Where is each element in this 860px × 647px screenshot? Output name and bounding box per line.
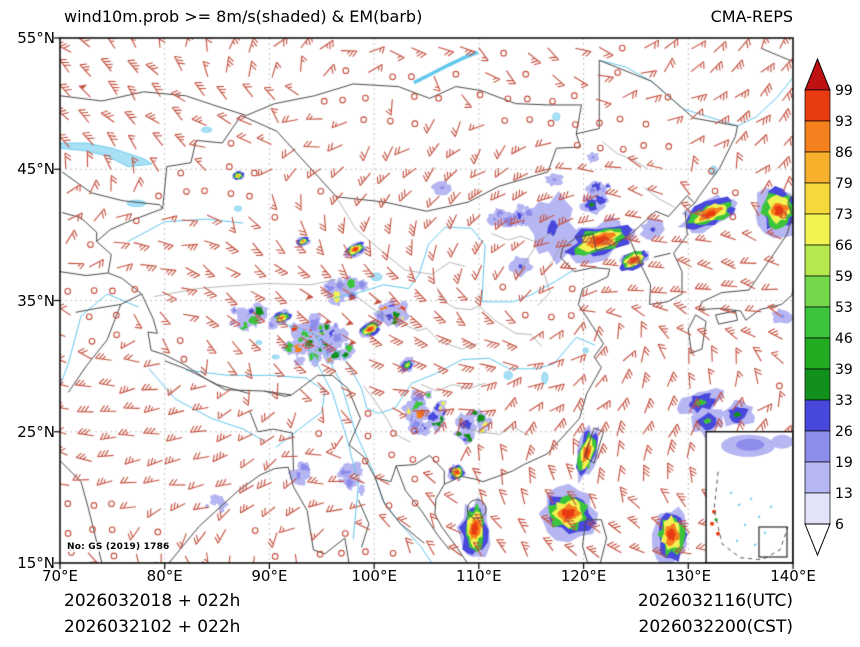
y-tick-label: 15°N bbox=[17, 554, 55, 572]
colorbar-tick-label: 13 bbox=[835, 486, 853, 502]
colorbar-tick-label: 53 bbox=[835, 300, 853, 316]
x-tick-label: 140°E bbox=[770, 567, 816, 585]
colorbar-band bbox=[804, 492, 831, 525]
x-tick-label: 120°E bbox=[560, 567, 607, 585]
colorbar-band bbox=[804, 120, 831, 153]
x-tick-label: 70°E bbox=[41, 567, 79, 585]
colorbar-tick-label: 73 bbox=[835, 207, 853, 223]
colorbar-tick-label: 39 bbox=[835, 362, 853, 378]
colorbar-tick-label: 33 bbox=[835, 393, 853, 409]
colorbar-under-arrow bbox=[804, 523, 831, 557]
y-tick-label: 45°N bbox=[17, 160, 55, 179]
colorbar-tick-label: 59 bbox=[835, 269, 853, 285]
map-canvas bbox=[50, 28, 803, 573]
colorbar-tick-label: 99 bbox=[835, 83, 853, 99]
footer-init-times: 2026032018 + 022h 2026032102 + 022h bbox=[64, 588, 240, 640]
x-tick-label: 130°E bbox=[665, 567, 712, 585]
footer-line-init-cst: 2026032102 + 022h bbox=[64, 617, 241, 637]
colorbar-over-arrow bbox=[804, 57, 831, 91]
model-label: CMA-REPS bbox=[710, 7, 793, 26]
x-tick-label: 100°E bbox=[351, 567, 397, 585]
colorbar-band bbox=[804, 399, 831, 432]
footer-line-valid-cst: 2026032200(CST) bbox=[638, 617, 793, 637]
colorbar-tick-label: 46 bbox=[835, 331, 853, 347]
colorbar-tick-label: 19 bbox=[835, 455, 853, 471]
colorbar-band bbox=[804, 244, 831, 277]
x-tick-label: 90°E bbox=[251, 567, 288, 585]
colorbar-tick-label: 79 bbox=[835, 176, 853, 192]
chart-title: wind10m.prob >= 8m/s(shaded) & EM(barb) bbox=[64, 7, 423, 26]
colorbar-band bbox=[804, 461, 831, 494]
colorbar-band bbox=[804, 213, 831, 246]
x-tick-label: 80°E bbox=[146, 567, 183, 585]
colorbar: 99 93 86 79 73 66 59 53 46 39 33 26 19 13 6 bbox=[804, 57, 853, 557]
footer-line-init-utc: 2026032018 + 022h bbox=[64, 591, 241, 611]
colorbar-band bbox=[804, 368, 831, 401]
colorbar-band bbox=[804, 337, 831, 370]
x-tick-label: 110°E bbox=[456, 567, 502, 585]
map-watermark: No: GS (2019) 1786 bbox=[64, 542, 173, 552]
footer-valid-times: 2026032116(UTC) 2026032200(CST) bbox=[638, 588, 793, 640]
y-tick-label: 25°N bbox=[17, 422, 55, 441]
colorbar-band bbox=[804, 306, 831, 339]
colorbar-tick-label: 93 bbox=[835, 114, 853, 130]
colorbar-tick-label: 6 bbox=[835, 517, 844, 533]
footer-line-valid-utc: 2026032116(UTC) bbox=[637, 591, 793, 611]
y-tick-label: 55°N bbox=[17, 29, 55, 47]
colorbar-tick-label: 86 bbox=[835, 145, 853, 161]
colorbar-band bbox=[804, 275, 831, 308]
colorbar-band bbox=[804, 89, 831, 122]
colorbar-band bbox=[804, 182, 831, 215]
colorbar-tick-label: 26 bbox=[835, 424, 853, 440]
colorbar-band bbox=[804, 430, 831, 463]
y-tick-label: 35°N bbox=[17, 291, 55, 310]
colorbar-tick-label: 66 bbox=[835, 238, 853, 254]
colorbar-band bbox=[804, 151, 831, 184]
